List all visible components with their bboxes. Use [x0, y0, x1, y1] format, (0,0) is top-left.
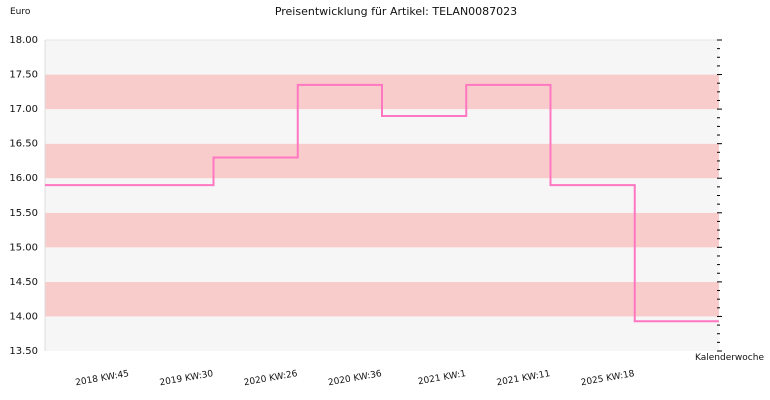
x-axis-ticks: 2018 KW:45 2019 KW:30 2020 KW:26 2020 KW:36…: [75, 369, 636, 388]
grid-band: [45, 316, 719, 351]
price-point: [296, 84, 299, 86]
price-point: [549, 184, 552, 186]
x-tick-label: 2021 KW:1: [417, 369, 466, 387]
grid-band: [45, 247, 719, 282]
x-tick-label: 2025 KW:18: [580, 369, 635, 388]
y-tick-label: 18.00: [9, 35, 38, 46]
grid-band: [45, 281, 719, 317]
x-axis-label: Kalenderwoche: [695, 353, 764, 363]
y-tick-label: 17.50: [9, 70, 38, 81]
y-tick-label: 15.50: [9, 208, 38, 219]
x-tick-label: 2018 KW:45: [75, 369, 130, 388]
y-tick-label: 16.00: [9, 173, 38, 184]
x-tick-label: 2020 KW:36: [327, 369, 382, 388]
y-axis-ticks: 13.50 14.00 14.50 15.00 15.50 16.00 16.50 17.00…: [9, 35, 38, 357]
y-tick-label: 16.50: [9, 139, 38, 150]
y-tick-label: 14.50: [9, 277, 38, 288]
price-point: [465, 84, 468, 86]
x-tick-label: 2020 KW:26: [243, 369, 298, 388]
price-point: [381, 115, 383, 117]
x-tick-label: 2021 KW:11: [496, 369, 551, 388]
grid-band: [45, 40, 719, 75]
y-tick-label: 13.50: [9, 346, 38, 357]
y-tick-label: 14.00: [9, 311, 38, 322]
y-tick-label: 17.00: [9, 104, 38, 115]
x-tick-label: 2019 KW:30: [159, 369, 214, 388]
grid-band: [45, 143, 719, 179]
y-axis-label: Euro: [10, 7, 31, 17]
price-point: [128, 184, 131, 186]
price-series: [45, 83, 719, 323]
right-axis-ticks: [717, 39, 722, 352]
grid-band: [45, 178, 719, 213]
grid-band: [45, 212, 719, 248]
y-tick-label: 15.00: [9, 242, 38, 253]
price-point: [212, 156, 215, 159]
price-point: [633, 320, 636, 323]
chart-title: Preisentwicklung für Artikel: TELAN00870…: [275, 5, 517, 18]
